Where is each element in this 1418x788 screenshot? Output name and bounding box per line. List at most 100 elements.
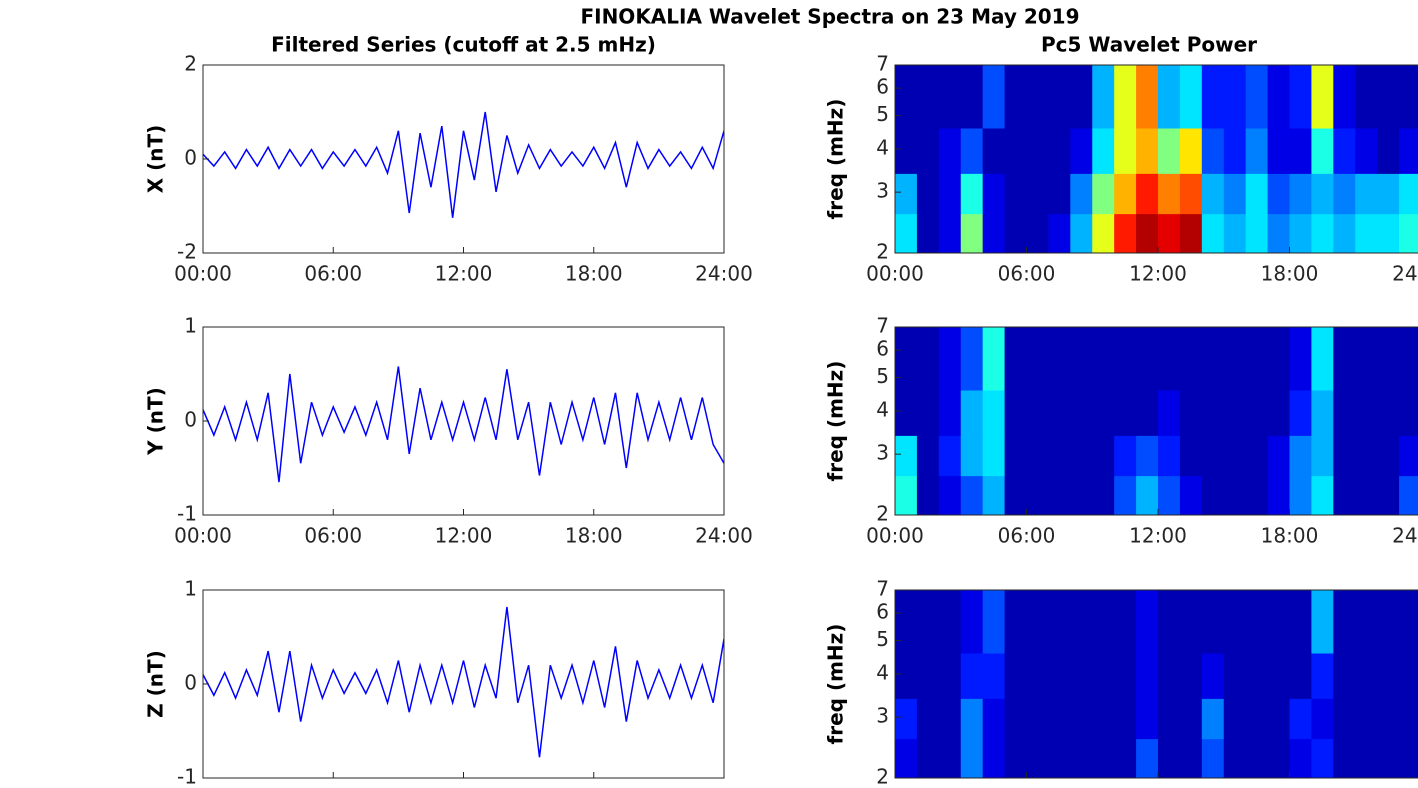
heat-cell [1399,65,1418,129]
heat-cell [1136,128,1159,174]
heat-cell [1223,65,1247,129]
y-axis-label: X (nT) [144,125,168,194]
heat-cell [1333,590,1356,654]
heat-cell [1245,475,1269,515]
heat-cell [1136,653,1159,699]
heat-cell [982,65,1006,129]
heat-cell [1026,213,1049,253]
y-tick-label: 2 [184,52,197,76]
heat-cell [1114,738,1137,778]
heat-cell [1333,128,1356,174]
y-tick-label: 4 [876,135,889,159]
heat-cell [1267,390,1290,436]
heat-cell [1092,698,1115,740]
y-axis-label: Y (nT) [144,387,168,456]
heat-cell [1333,653,1356,699]
heat-cell [1026,128,1049,174]
heat-cell [1004,653,1027,699]
heat-cell [1289,65,1312,129]
heat-cell [1114,390,1137,436]
heat-cell [1223,590,1247,654]
heat-cell [1289,590,1312,654]
heat-cell [1136,213,1159,253]
y-tick-label: 5 [876,627,889,651]
x-tick-label: 12:00 [435,262,493,286]
heat-cell [916,390,940,436]
y-axis-label: freq (mHz) [824,361,848,482]
heat-cell [1179,173,1203,215]
heat-cell [1136,327,1159,391]
heat-cell [1070,390,1093,436]
heat-cell [1158,173,1181,215]
x-tick-label: 06:00 [304,524,362,548]
heat-cell [1333,327,1356,391]
heat-cell [1114,327,1137,391]
heat-cell [1245,653,1269,699]
heat-cell [1070,435,1093,477]
heat-cell [1267,128,1290,174]
heat-cell [895,128,918,174]
heat-cell [960,590,984,654]
heat-cell [960,213,984,253]
heat-cell [1070,590,1093,654]
heat-cell [1355,327,1378,391]
plot-area [203,65,724,253]
heat-cell [1267,590,1290,654]
heat-cell [1048,173,1071,215]
heat-cell [1201,475,1225,515]
heat-cell [982,590,1006,654]
heat-cell [1377,390,1400,436]
heat-cell [982,475,1006,515]
heat-cell [1179,698,1203,740]
y-tick-label: 6 [876,75,889,99]
heat-cell [1048,590,1071,654]
x-tick-label: 00:00 [174,262,232,286]
heat-cell [982,173,1006,215]
heat-cell [1311,390,1334,436]
heat-cell [1399,173,1418,215]
heat-cell [1179,327,1203,391]
heat-cell [1311,475,1334,515]
heat-cell [1311,698,1334,740]
heat-cell [1223,435,1247,477]
heat-cell [1333,435,1356,477]
heat-cell [1136,65,1159,129]
heat-cell [895,435,918,477]
heat-cell [1179,213,1203,253]
heat-cell [1355,738,1378,778]
heat-cell [938,738,962,778]
heat-cell [1158,738,1181,778]
heat-cell [1114,128,1137,174]
heat-cell [1092,475,1115,515]
heat-cell [916,475,940,515]
heat-cell [1179,128,1203,174]
heat-cell [982,327,1006,391]
heat-cell [1311,435,1334,477]
heat-cell [1355,65,1378,129]
heat-cell [1289,435,1312,477]
heat-cell [1004,327,1027,391]
y-tick-label: 2 [876,240,889,264]
heat-cell [1267,653,1290,699]
heat-cell [1092,327,1115,391]
heat-cell [1333,390,1356,436]
heat-cell [1048,698,1071,740]
heat-cell [1179,390,1203,436]
heat-cell [1026,65,1049,129]
heat-cell [1289,738,1312,778]
heat-cell [1245,327,1269,391]
plot-area [895,65,1418,253]
heat-cell [1289,390,1312,436]
heat-cell [916,173,940,215]
x-tick-label: 12:00 [1129,262,1187,286]
heat-cell [1158,590,1181,654]
y-tick-label: 3 [876,179,889,203]
y-tick-label: 0 [184,146,197,170]
heat-cell [1201,435,1225,477]
heat-cell [1377,128,1400,174]
plot-area [203,327,724,515]
heat-cell [938,698,962,740]
x-tick-label: 18:00 [1261,524,1319,548]
heat-cell [1355,698,1378,740]
plot-background [203,327,724,515]
